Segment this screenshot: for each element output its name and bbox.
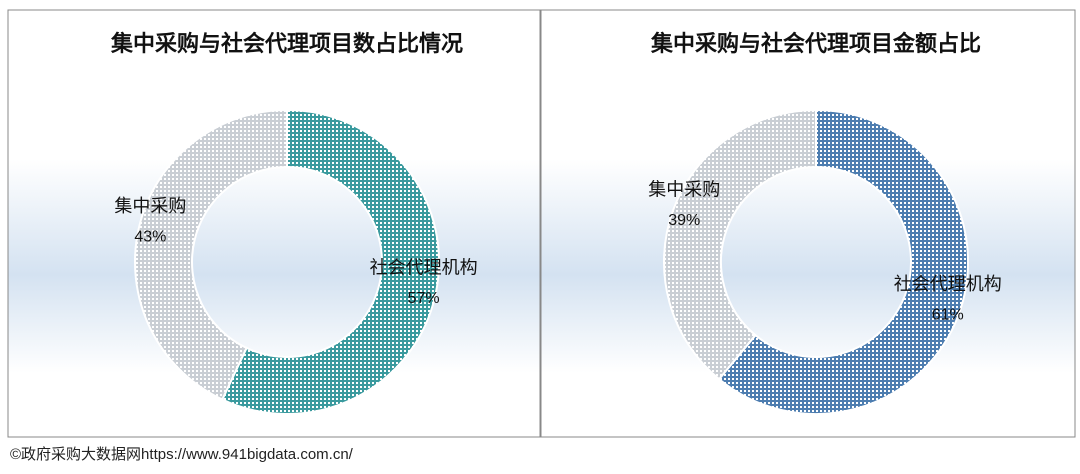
value-label: 39% (668, 212, 700, 229)
donut-slice (663, 108, 817, 381)
slice-label: 集中采购 (114, 196, 186, 216)
source: ©政府采购大数据网https://www.941bigdata.com.cn/ (10, 446, 354, 463)
donut-slice (717, 108, 969, 415)
chart-title: 集中采购与社会代理项目数占比情况 (110, 31, 463, 56)
donut-slice (134, 108, 288, 401)
donut-slice (220, 108, 440, 415)
chart-title: 集中采购与社会代理项目金额占比 (650, 31, 981, 56)
slice-label: 集中采购 (648, 179, 720, 199)
slice-label: 社会代理机构 (894, 274, 1002, 294)
slice-label: 社会代理机构 (370, 257, 478, 277)
value-label: 43% (134, 229, 166, 246)
value-label: 61% (932, 307, 964, 324)
value-label: 57% (408, 290, 440, 307)
